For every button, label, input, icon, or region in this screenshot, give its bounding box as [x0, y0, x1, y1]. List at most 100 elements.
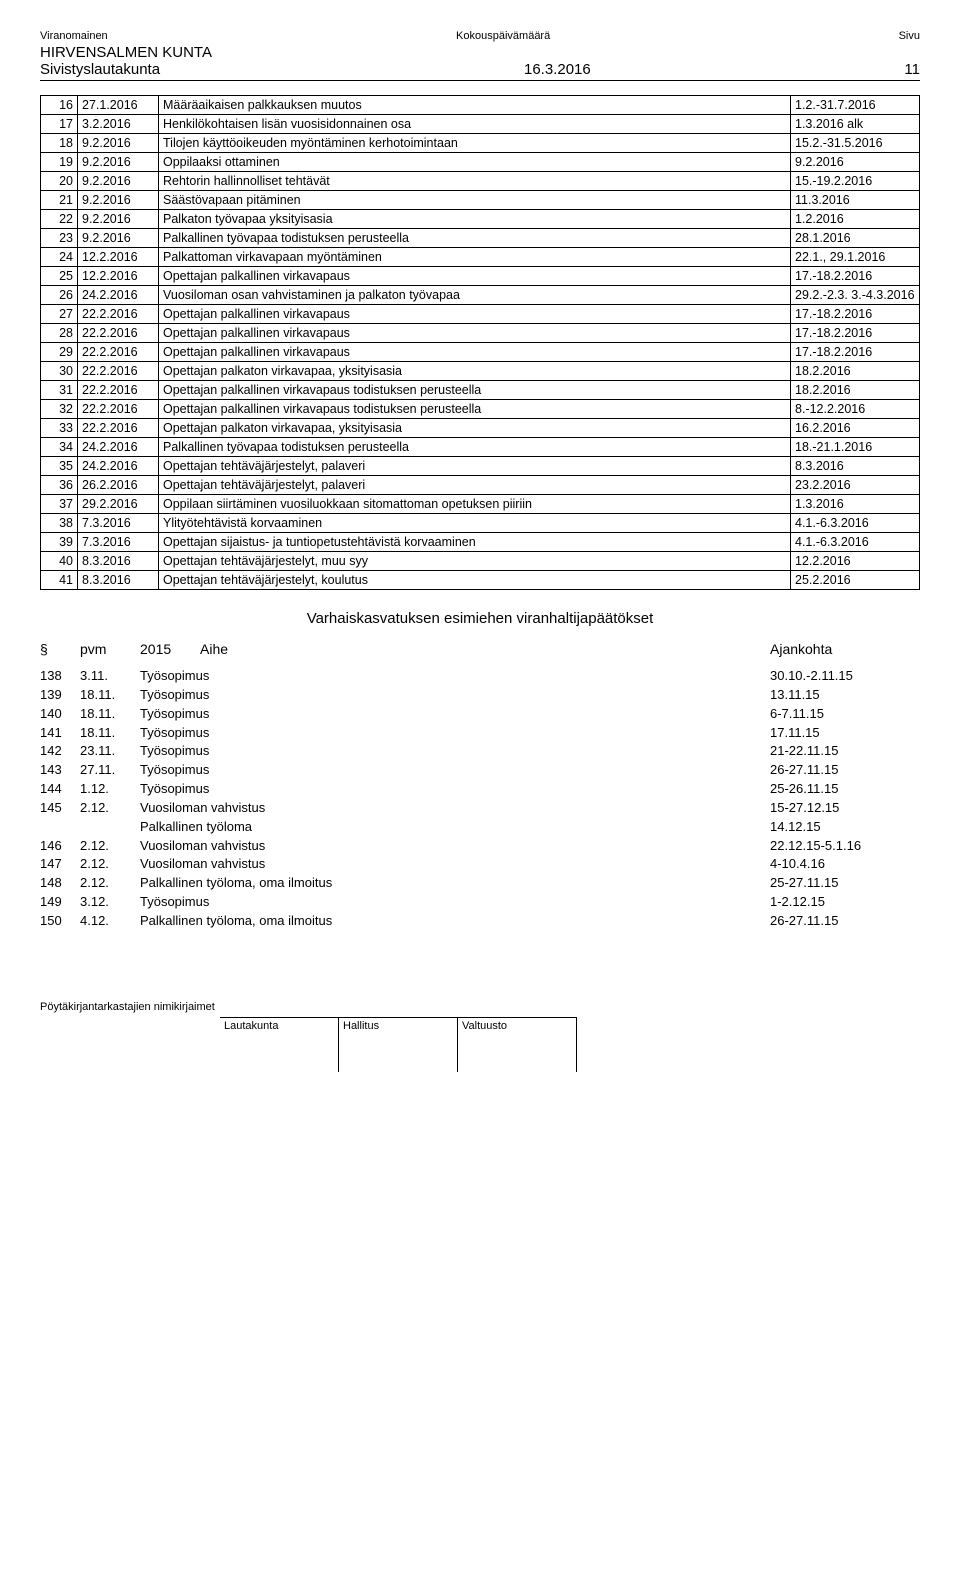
decisions-table-1: 1627.1.2016Määräaikaisen palkkauksen muu…: [40, 95, 920, 590]
item-topic: Palkallinen työloma, oma ilmoitus: [140, 874, 770, 893]
page-number: 11: [770, 61, 920, 78]
item-num: 139: [40, 686, 80, 705]
row-period: 4.1.-6.3.2016: [791, 514, 920, 533]
item-topic: Vuosiloman vahvistus: [140, 837, 770, 856]
row-date: 24.2.2016: [78, 457, 159, 476]
list-item: 1441.12.Työsopimus25-26.11.15: [40, 780, 920, 799]
item-date: 27.11.: [80, 761, 140, 780]
row-date: 9.2.2016: [78, 134, 159, 153]
row-date: 3.2.2016: [78, 115, 159, 134]
item-period: 4-10.4.16: [770, 855, 920, 874]
row-topic: Tilojen käyttöoikeuden myöntäminen kerho…: [159, 134, 791, 153]
item-period: 26-27.11.15: [770, 912, 920, 931]
row-date: 22.2.2016: [78, 305, 159, 324]
item-date: 23.11.: [80, 742, 140, 761]
table-row: 229.2.2016Palkaton työvapaa yksityisasia…: [41, 210, 920, 229]
row-num: 40: [41, 552, 78, 571]
table-row: 397.3.2016Opettajan sijaistus- ja tuntio…: [41, 533, 920, 552]
item-period: 25-27.11.15: [770, 874, 920, 893]
footer-cell-hallitus: Hallitus: [339, 1018, 458, 1072]
hdr-aihe: Aihe: [200, 641, 770, 657]
item-period: 6-7.11.15: [770, 705, 920, 724]
row-num: 20: [41, 172, 78, 191]
top-mid: Kokouspäivämäärä: [456, 30, 550, 42]
item-num: 143: [40, 761, 80, 780]
row-num: 18: [41, 134, 78, 153]
item-date: 18.11.: [80, 686, 140, 705]
row-topic: Palkaton työvapaa yksityisasia: [159, 210, 791, 229]
table-row: 2512.2.2016Opettajan palkallinen virkava…: [41, 267, 920, 286]
row-num: 26: [41, 286, 78, 305]
row-topic: Palkattoman virkavapaan myöntäminen: [159, 248, 791, 267]
item-period: 15-27.12.15: [770, 799, 920, 818]
list-item: 1462.12.Vuosiloman vahvistus22.12.15-5.1…: [40, 837, 920, 856]
item-topic: Työsopimus: [140, 705, 770, 724]
row-topic: Opettajan palkallinen virkavapaus: [159, 343, 791, 362]
item-period: 25-26.11.15: [770, 780, 920, 799]
item-topic: Työsopimus: [140, 742, 770, 761]
row-topic: Opettajan palkallinen virkavapaus: [159, 324, 791, 343]
row-period: 16.2.2016: [791, 419, 920, 438]
row-num: 39: [41, 533, 78, 552]
item-date: 2.12.: [80, 837, 140, 856]
row-topic: Ylityötehtävistä korvaaminen: [159, 514, 791, 533]
list-item: 1482.12.Palkallinen työloma, oma ilmoitu…: [40, 874, 920, 893]
row-topic: Henkilökohtaisen lisän vuosisidonnainen …: [159, 115, 791, 134]
row-period: 1.2.2016: [791, 210, 920, 229]
table-row: 209.2.2016Rehtorin hallinnolliset tehtäv…: [41, 172, 920, 191]
row-date: 9.2.2016: [78, 172, 159, 191]
row-date: 7.3.2016: [78, 514, 159, 533]
row-date: 22.2.2016: [78, 381, 159, 400]
row-period: 12.2.2016: [791, 552, 920, 571]
row-num: 29: [41, 343, 78, 362]
item-topic: Vuosiloman vahvistus: [140, 799, 770, 818]
row-date: 8.3.2016: [78, 552, 159, 571]
row-num: 27: [41, 305, 78, 324]
row-num: 31: [41, 381, 78, 400]
table-row: 418.3.2016Opettajan tehtäväjärjestelyt, …: [41, 571, 920, 590]
table-row: 173.2.2016Henkilökohtaisen lisän vuosisi…: [41, 115, 920, 134]
row-num: 32: [41, 400, 78, 419]
board-name: Sivistyslautakunta: [40, 61, 524, 78]
row-num: 37: [41, 495, 78, 514]
row-num: 16: [41, 96, 78, 115]
row-date: 8.3.2016: [78, 571, 159, 590]
item-num: 146: [40, 837, 80, 856]
item-num: 150: [40, 912, 80, 931]
item-date: 18.11.: [80, 705, 140, 724]
row-period: 17.-18.2.2016: [791, 343, 920, 362]
item-period: 13.11.15: [770, 686, 920, 705]
footer: Pöytäkirjantarkastajien nimikirjaimet La…: [40, 1001, 920, 1072]
item-date: 2.12.: [80, 799, 140, 818]
list-item: 14223.11.Työsopimus21-22.11.15: [40, 742, 920, 761]
row-period: 23.2.2016: [791, 476, 920, 495]
list-item: 1504.12.Palkallinen työloma, oma ilmoitu…: [40, 912, 920, 931]
row-num: 28: [41, 324, 78, 343]
row-period: 18.2.2016: [791, 381, 920, 400]
row-date: 22.2.2016: [78, 400, 159, 419]
hdr-ajankohta: Ajankohta: [770, 641, 920, 657]
list-item: 13918.11.Työsopimus13.11.15: [40, 686, 920, 705]
list-item: 1493.12.Työsopimus1-2.12.15: [40, 893, 920, 912]
row-topic: Palkallinen työvapaa todistuksen peruste…: [159, 229, 791, 248]
row-date: 24.2.2016: [78, 438, 159, 457]
list-item: 14327.11.Työsopimus26-27.11.15: [40, 761, 920, 780]
item-period: 26-27.11.15: [770, 761, 920, 780]
row-period: 15.-19.2.2016: [791, 172, 920, 191]
table-row: 408.3.2016Opettajan tehtäväjärjestelyt, …: [41, 552, 920, 571]
list-item: 14018.11.Työsopimus6-7.11.15: [40, 705, 920, 724]
footer-boxes: Lautakunta Hallitus Valtuusto: [40, 1017, 920, 1072]
row-topic: Opettajan tehtäväjärjestelyt, koulutus: [159, 571, 791, 590]
row-topic: Oppilaaksi ottaminen: [159, 153, 791, 172]
item-date: 3.11.: [80, 667, 140, 686]
item-num: 145: [40, 799, 80, 818]
row-num: 36: [41, 476, 78, 495]
row-period: 1.3.2016 alk: [791, 115, 920, 134]
row-period: 28.1.2016: [791, 229, 920, 248]
doc-top-line: Viranomainen Kokouspäivämäärä Sivu: [40, 30, 920, 42]
row-date: 9.2.2016: [78, 191, 159, 210]
row-period: 17.-18.2.2016: [791, 267, 920, 286]
table-row: 2922.2.2016Opettajan palkallinen virkava…: [41, 343, 920, 362]
row-topic: Säästövapaan pitäminen: [159, 191, 791, 210]
row-topic: Palkallinen työvapaa todistuksen peruste…: [159, 438, 791, 457]
